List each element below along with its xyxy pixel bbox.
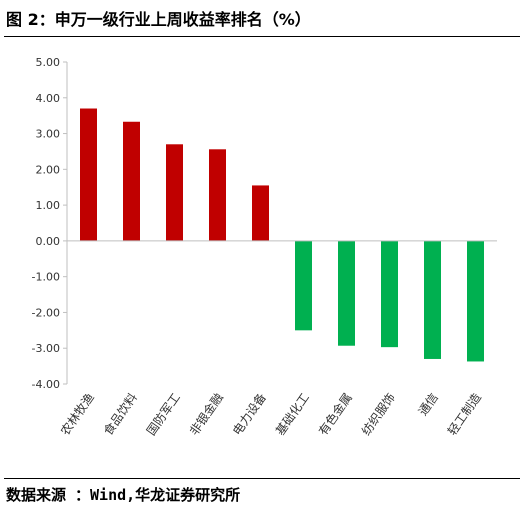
bar-9 [424, 240, 441, 359]
category-label: 国防军工 [143, 390, 183, 438]
y-tick-label: 5.00 [36, 56, 61, 69]
y-tick-label: -2.00 [32, 306, 60, 319]
y-tick-label: 4.00 [36, 92, 61, 105]
y-tick-label: -3.00 [32, 342, 60, 355]
bar-1 [80, 108, 97, 241]
bar-10 [467, 240, 484, 362]
y-tick-label: 1.00 [36, 199, 61, 212]
y-tick-label: -1.00 [32, 271, 60, 284]
bar-5 [252, 185, 269, 241]
source-note: 数据来源 ：Wind,华龙证券研究所 [6, 486, 241, 504]
y-tick-label: 0.00 [36, 235, 61, 248]
bar-2 [123, 121, 140, 241]
category-label: 食品饮料 [100, 390, 140, 438]
category-label: 非银金融 [186, 390, 226, 438]
y-tick-label: -4.00 [32, 378, 60, 391]
category-label: 电力设备 [230, 391, 269, 438]
y-axis: 5.00 4.00 3.00 2.00 1.00 0.00 -1.00 -2.00 -3.00 -… [32, 56, 68, 391]
bar-8 [381, 240, 398, 348]
category-label: 基础化工 [273, 391, 312, 438]
category-label: 有色金属 [315, 390, 355, 438]
bar-chart: 5.00 4.00 3.00 2.00 1.00 0.00 -1.00 -2.00 -3.00 -… [32, 56, 497, 438]
bar-3 [166, 144, 183, 241]
y-tick-label: 3.00 [36, 128, 61, 141]
category-label: 轻工制造 [445, 391, 484, 438]
category-label: 纺织服饰 [359, 391, 398, 438]
category-label: 农林牧渔 [58, 391, 97, 438]
bar-7 [338, 240, 355, 346]
category-label: 通信 [416, 391, 441, 419]
figure-title: 图 2：申万一级行业上周收益率排名（%） [6, 10, 311, 29]
bar-6 [295, 240, 312, 331]
title-divider [4, 36, 520, 37]
bar-4 [209, 149, 226, 241]
source-divider [4, 478, 520, 479]
y-tick-label: 2.00 [36, 163, 61, 176]
bars-group [80, 108, 484, 362]
